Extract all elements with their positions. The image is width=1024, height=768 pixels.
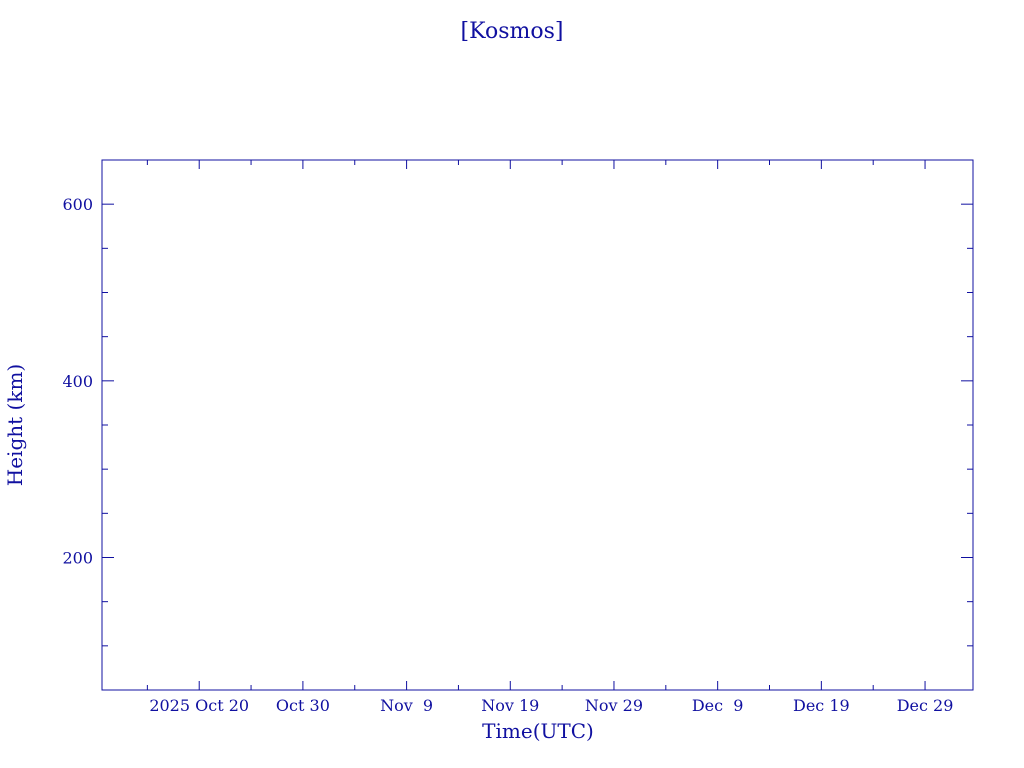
x-tick-label: Dec 9: [692, 696, 744, 715]
x-tick-label: Dec 19: [793, 696, 850, 715]
y-tick-label: 400: [62, 372, 93, 391]
x-axis-label: Time(UTC): [482, 719, 594, 743]
x-tick-label: Dec 29: [897, 696, 954, 715]
x-tick-label: Oct 30: [276, 696, 330, 715]
y-tick-labels: 200 400 600: [62, 195, 93, 567]
x-tick-label: Nov 9: [380, 696, 433, 715]
plot-frame: [101, 159, 974, 691]
chart-title: [Kosmos]: [461, 19, 564, 44]
x-tick-label: Nov 29: [585, 696, 643, 715]
y-tick-label: 200: [62, 549, 93, 568]
y-axis-label: Height (km): [3, 364, 27, 486]
x-tick-label: Nov 19: [481, 696, 539, 715]
x-tick-labels: 2025 Oct 20 Oct 30 Nov 9 Nov 19 Nov 29 Dec 9 D…: [149, 696, 953, 715]
x-tick-label: 2025 Oct 20: [149, 696, 249, 715]
y-tick-label: 600: [62, 195, 93, 214]
axis-ticks: [102, 160, 973, 690]
